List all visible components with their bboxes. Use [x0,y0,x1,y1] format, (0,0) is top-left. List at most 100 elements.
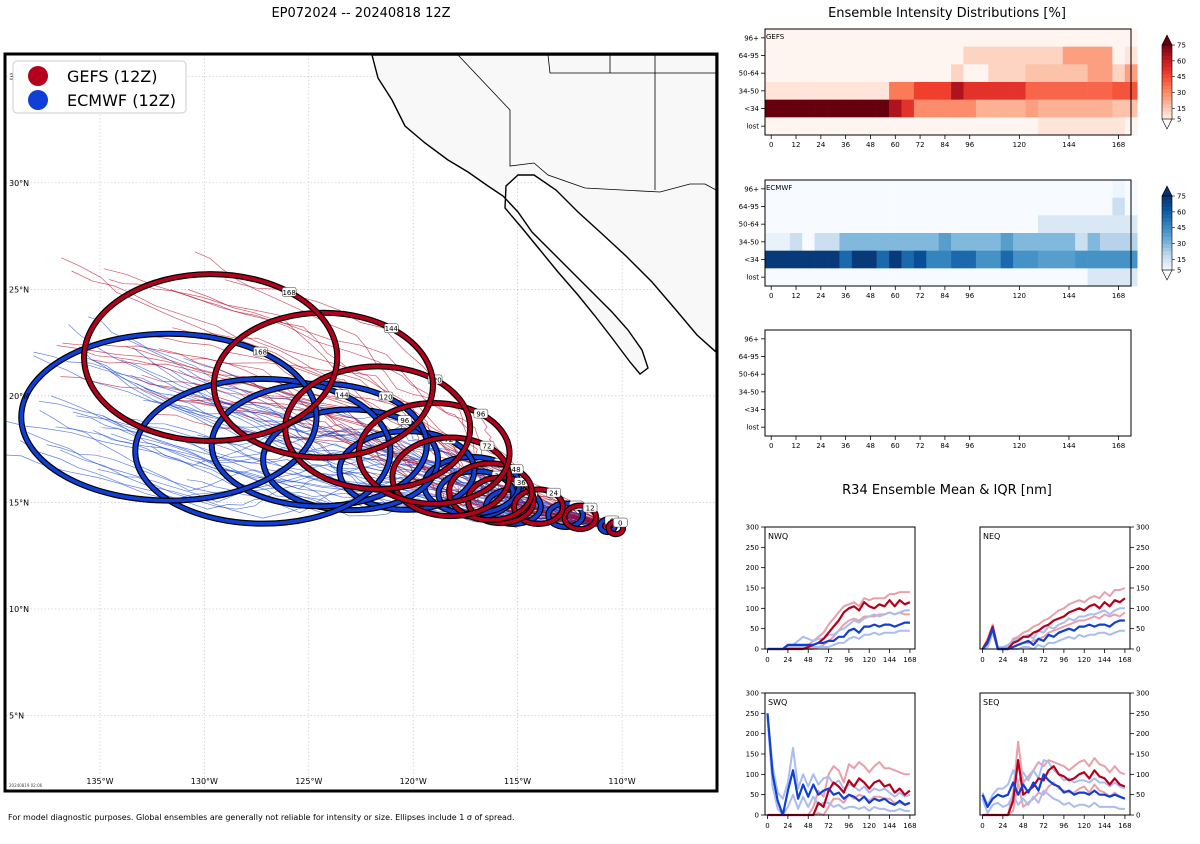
r34-y-label: 250 [1136,544,1149,552]
heatmap-cell [827,82,840,100]
heatmap-cell [926,64,939,83]
heatmap-cell [1099,117,1113,136]
r34-y-label: 50 [1136,791,1145,799]
heatmap-x-label: 144 [1062,292,1076,300]
heatmap-cell [901,268,915,287]
r34-y-label: 250 [746,710,759,718]
heatmap-row-label: 50-64 [739,371,760,379]
heatmap-x-label: 48 [866,141,875,149]
lat-tick-label: 5°N [9,711,24,720]
r34-y-label: 100 [1136,771,1149,779]
r34-y-label: 150 [1136,751,1149,759]
r34-x-label: 144 [883,822,897,830]
heatmap-cell [951,29,964,47]
heatmap-cell [827,250,840,269]
colorbar-tick-label: 45 [1177,224,1186,232]
heatmap-cell [1075,117,1088,136]
heatmap-cell [1075,82,1088,100]
r34-y-label: 100 [746,605,759,613]
heatmap-cell [814,233,828,251]
heatmap-cell [827,215,840,234]
heatmap-cell [1099,215,1113,234]
heatmap-cell [1037,215,1051,234]
r34-x-label: 24 [783,656,792,664]
heatmap-cell [777,180,791,198]
heatmap-cell [975,233,989,251]
r34-x-label: 120 [1078,656,1091,664]
heatmap-x-label: 0 [769,141,773,149]
ellipse-hour-label: 120 [379,393,392,401]
heatmap-cell [1087,268,1101,287]
heatmap-cell [988,215,1002,234]
heatmap-x-label: 0 [769,442,773,450]
heatmap-cell [889,233,902,251]
heatmap-frame [764,179,1132,287]
heatmap-cell [827,180,840,198]
heatmap-cell [876,99,890,118]
heatmap-row-label: lost [746,424,759,432]
heatmap-cell [1087,215,1101,234]
heatmap-cell [839,117,853,136]
heatmap-cell [938,82,952,100]
heatmap-cell [789,268,803,287]
ellipse-hour-box [334,389,350,399]
heatmap-cell [765,82,778,100]
heatmap-cell [1075,46,1088,65]
colorbar-segment [1162,93,1172,98]
heatmap-cell [1112,215,1126,234]
heatmap-x-label: 36 [841,442,850,450]
heatmap-cell [988,46,1002,65]
heatmap-cell [926,82,939,100]
heatmap-row-label: 96+ [744,185,759,193]
heatmap-cell [814,29,828,47]
r34-y-label: 50 [750,791,759,799]
colorbar-tick-label: 30 [1177,89,1186,97]
heatmap-cell [839,197,853,216]
heatmap-cell [1025,117,1039,136]
heatmap-cell [1087,82,1101,100]
r34-y-label: 300 [1136,690,1149,698]
r34-x-label: 24 [998,822,1007,830]
heatmap-cell [1075,99,1088,118]
heatmap-row-label: 96+ [744,335,759,343]
heatmap-cell [938,99,952,118]
r34-y-label: 200 [746,564,759,572]
heatmap-cell [1099,99,1113,118]
heatmap-cell [1013,64,1026,83]
heatmap-cell [975,268,989,287]
border-us-mexico [457,55,716,193]
heatmap-cell [889,64,902,83]
heatmap-cell [1062,99,1076,118]
colorbar-segment [1162,78,1172,83]
colorbar-tick-label: 45 [1177,73,1186,81]
heatmap-cell [988,250,1002,269]
r34-x-label: 168 [1118,656,1131,664]
colorbar-segment [1162,107,1172,112]
heatmap-cell [1050,99,1064,118]
heatmap-x-label: 72 [916,141,925,149]
heatmap-cell [975,180,989,198]
heatmap-x-label: 0 [769,292,773,300]
heatmap-cell [926,268,939,287]
heatmap-cell [963,117,977,136]
r34-panel-nwq: NWQ 0 50 100 150 200 250 300 0 24 48 72 96 120 144 168 [746,524,917,665]
heatmap-cell [789,197,803,216]
r34-y-label: 200 [746,730,759,738]
lat-tick-label: 30°N [9,179,29,188]
lon-tick-label: 115°W [504,777,531,786]
r34-y-label: 150 [746,585,759,593]
ellipse-hour-label: 144 [335,391,349,399]
r34-y-label: 0 [755,646,759,654]
heatmap-cell [802,99,815,118]
lat-tick-label: 10°N [9,605,29,614]
heatmap-cell [1000,268,1014,287]
colorbar-tick-label: 5 [1177,116,1181,124]
heatmap-cell [963,250,977,269]
heatmap-cell [926,250,939,269]
heatmap-cell [1013,82,1026,100]
heatmap-frame [764,28,1132,136]
heatmap-cell [1099,250,1113,269]
ellipse-hour-box [378,391,394,402]
heatmap-x-label: 84 [940,442,949,450]
